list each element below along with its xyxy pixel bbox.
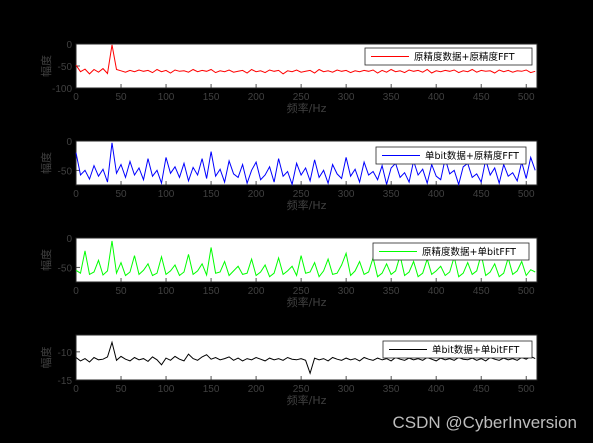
legend: 原精度数据+原精度FFT bbox=[364, 47, 533, 66]
x-tick-label: 100 bbox=[158, 189, 175, 200]
watermark-text: CSDN @CyberInversion bbox=[392, 413, 577, 432]
x-tick-label: 300 bbox=[338, 92, 355, 103]
x-tick-label: 300 bbox=[338, 189, 355, 200]
y-axis-label: 幅度 bbox=[39, 249, 53, 271]
x-tick-label: 0 bbox=[73, 92, 79, 103]
y-tick-label: 0 bbox=[66, 137, 72, 148]
x-tick-label: 400 bbox=[428, 92, 445, 103]
y-tick-label: -50 bbox=[58, 166, 73, 177]
x-tick-label: 250 bbox=[293, 189, 310, 200]
x-tick-label: 350 bbox=[383, 92, 400, 103]
x-tick-label: 50 bbox=[115, 92, 127, 103]
x-tick-label: 150 bbox=[203, 286, 220, 297]
series-line-1 bbox=[75, 44, 536, 75]
y-tick-label: -10 bbox=[58, 348, 73, 359]
y-axis-label: 幅度 bbox=[39, 347, 53, 369]
y-tick-label: -15 bbox=[58, 376, 73, 387]
x-tick-label: 300 bbox=[338, 384, 355, 395]
subplot-1: 0 50 100 150 200 250 300 350 400 450 500 -100 -50 0 频率… bbox=[39, 40, 538, 115]
x-tick-label: 150 bbox=[203, 384, 220, 395]
x-tick-label: 450 bbox=[473, 92, 490, 103]
legend-box bbox=[382, 340, 533, 359]
x-tick-label: 500 bbox=[518, 286, 535, 297]
x-tick-label: 200 bbox=[248, 384, 265, 395]
x-tick-label: 100 bbox=[158, 286, 175, 297]
y-tick-label: 0 bbox=[66, 40, 72, 51]
x-tick-label: 0 bbox=[73, 384, 79, 395]
x-tick-label: 450 bbox=[473, 189, 490, 200]
x-tick-label: 350 bbox=[383, 189, 400, 200]
x-tick-label: 500 bbox=[518, 384, 535, 395]
y-tick-label: -50 bbox=[58, 62, 73, 73]
legend-box bbox=[364, 47, 533, 66]
x-tick-label: 200 bbox=[248, 189, 265, 200]
x-tick-label: 500 bbox=[518, 189, 535, 200]
y-tick-label: -50 bbox=[58, 263, 73, 274]
x-tick-label: 350 bbox=[383, 286, 400, 297]
x-tick-label: 350 bbox=[383, 384, 400, 395]
x-axis-label: 频率/Hz bbox=[287, 393, 327, 407]
legend: 原精度数据+单bitFFT bbox=[372, 242, 530, 261]
y-axis-label: 幅度 bbox=[39, 152, 53, 174]
x-tick-label: 250 bbox=[293, 286, 310, 297]
x-tick-label: 200 bbox=[248, 92, 265, 103]
x-tick-label: 0 bbox=[73, 189, 79, 200]
subplot-2: 0 50 100 150 200 250 300 350 400 450 500 -50 0 频率/Hz 幅… bbox=[39, 137, 538, 212]
legend-entry: 原精度数据+原精度FFT bbox=[414, 51, 515, 63]
x-tick-label: 450 bbox=[473, 286, 490, 297]
x-tick-label: 0 bbox=[73, 286, 79, 297]
x-tick-label: 250 bbox=[293, 384, 310, 395]
x-tick-label: 200 bbox=[248, 286, 265, 297]
legend: 单bit数据+单bitFFT bbox=[382, 340, 533, 359]
x-tick-label: 400 bbox=[428, 286, 445, 297]
legend-entry: 单bit数据+原精度FFT bbox=[425, 150, 519, 162]
x-axis-label: 频率/Hz bbox=[287, 295, 327, 309]
legend-entry: 单bit数据+单bitFFT bbox=[432, 344, 520, 356]
x-tick-label: 50 bbox=[115, 384, 127, 395]
legend-box bbox=[375, 146, 527, 165]
x-tick-label: 150 bbox=[203, 92, 220, 103]
legend-entry: 原精度数据+单bitFFT bbox=[422, 246, 516, 258]
x-tick-label: 150 bbox=[203, 189, 220, 200]
subplot-3: 0 50 100 150 200 250 300 350 400 450 500 -50 0 频率/Hz 幅… bbox=[39, 234, 538, 309]
series-line-1 bbox=[75, 142, 536, 187]
legend: 单bit数据+原精度FFT bbox=[375, 146, 527, 165]
x-tick-label: 400 bbox=[428, 384, 445, 395]
subplot-4: 0 50 100 150 200 250 300 350 400 450 500 -15 -10 频率/H… bbox=[39, 334, 538, 407]
x-tick-label: 100 bbox=[158, 92, 175, 103]
x-tick-label: 50 bbox=[115, 189, 127, 200]
x-tick-label: 50 bbox=[115, 286, 127, 297]
y-tick-label: 0 bbox=[66, 234, 72, 245]
x-axis-label: 频率/Hz bbox=[287, 198, 327, 212]
x-tick-label: 450 bbox=[473, 384, 490, 395]
x-tick-label: 500 bbox=[518, 92, 535, 103]
legend-box bbox=[372, 242, 530, 261]
series-line-1 bbox=[75, 240, 536, 278]
y-tick-label: -100 bbox=[52, 84, 72, 95]
x-tick-label: 300 bbox=[338, 286, 355, 297]
x-tick-label: 100 bbox=[158, 384, 175, 395]
x-axis-label: 频率/Hz bbox=[287, 101, 327, 115]
x-tick-label: 400 bbox=[428, 189, 445, 200]
x-tick-label: 250 bbox=[293, 92, 310, 103]
y-axis-label: 幅度 bbox=[39, 55, 53, 77]
